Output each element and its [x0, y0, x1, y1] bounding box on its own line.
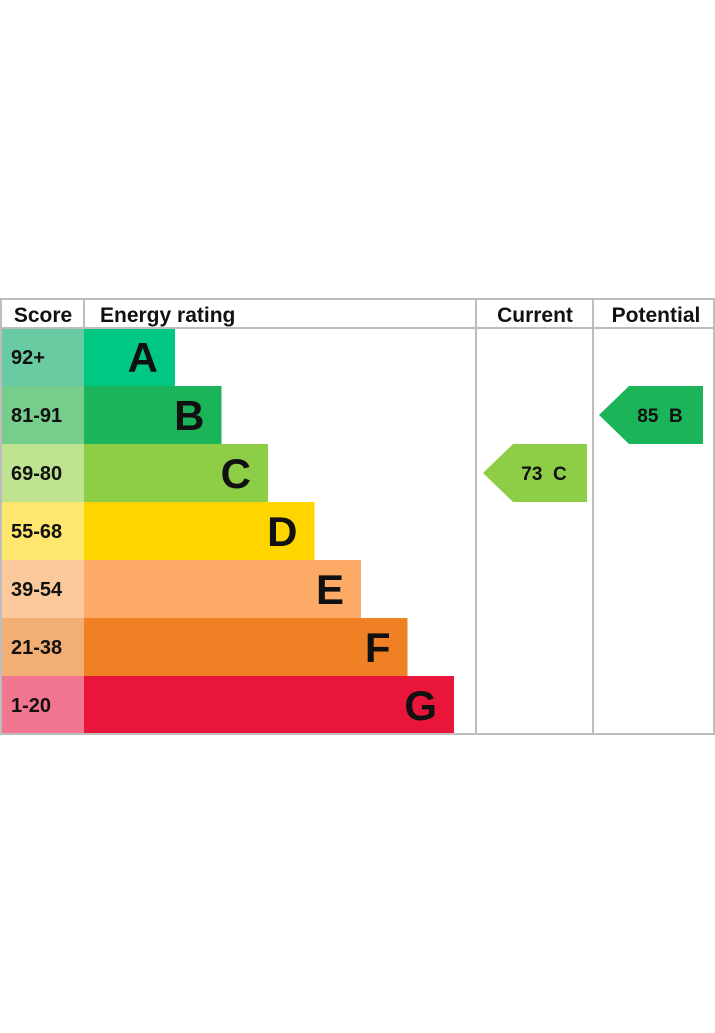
potential-rating-arrow: 85 B: [599, 386, 703, 444]
band-c: 69-80 C: [1, 444, 268, 502]
score-label-d: 55-68: [11, 521, 62, 543]
header-potential: Potential: [612, 304, 701, 327]
score-cell-f: [1, 618, 84, 676]
grid-layer: [0, 298, 715, 735]
band-d: 55-68 D: [1, 502, 315, 560]
header-energy-rating: Energy rating: [100, 304, 235, 327]
headers-layer: Score Energy rating Current Potential: [14, 304, 701, 327]
rating-letter-c: C: [221, 450, 251, 497]
score-label-a: 92+: [11, 347, 45, 369]
score-cell-g: [1, 676, 84, 734]
current-rating-arrow-label: 73 C: [521, 464, 567, 485]
band-f: 21-38 F: [1, 618, 408, 676]
arrows-layer: 73 C 85 B: [483, 386, 703, 502]
potential-rating-arrow-shape: [599, 386, 703, 444]
band-b: 81-91 B: [1, 386, 222, 444]
header-score: Score: [14, 304, 72, 327]
rating-letter-b: B: [174, 392, 204, 439]
score-label-c: 69-80: [11, 463, 62, 485]
rating-letter-f: F: [365, 624, 391, 671]
potential-rating-arrow-label: 85 B: [637, 406, 682, 427]
score-cell-e: [1, 560, 84, 618]
bands-layer: 92+ A 81-91 B 69-80 C 55-68 D 39-54 E 21-38 F 1-20 G: [1, 328, 454, 734]
rating-bar-d: [84, 502, 315, 560]
current-rating-arrow-shape: [483, 444, 587, 502]
rating-bar-e: [84, 560, 361, 618]
score-cell-c: [1, 444, 84, 502]
rating-bar-c: [84, 444, 268, 502]
score-label-f: 21-38: [11, 637, 62, 659]
band-e: 39-54 E: [1, 560, 361, 618]
current-rating-arrow: 73 C: [483, 444, 587, 502]
rating-bar-g: [84, 676, 454, 734]
rating-letter-d: D: [267, 508, 297, 555]
chart-border: [0, 298, 715, 735]
score-cell-b: [1, 386, 84, 444]
band-g: 1-20 G: [1, 676, 454, 734]
rating-letter-e: E: [316, 566, 344, 613]
rating-bar-f: [84, 618, 408, 676]
header-current: Current: [497, 304, 573, 327]
score-cell-d: [1, 502, 84, 560]
rating-bar-b: [84, 386, 222, 444]
score-label-e: 39-54: [11, 579, 63, 601]
rating-letter-a: A: [128, 334, 158, 381]
rating-bar-a: [84, 328, 175, 386]
score-cell-a: [1, 328, 84, 386]
score-label-g: 1-20: [11, 695, 51, 717]
band-a: 92+ A: [1, 328, 175, 386]
score-label-b: 81-91: [11, 405, 62, 427]
rating-letter-g: G: [404, 682, 437, 729]
